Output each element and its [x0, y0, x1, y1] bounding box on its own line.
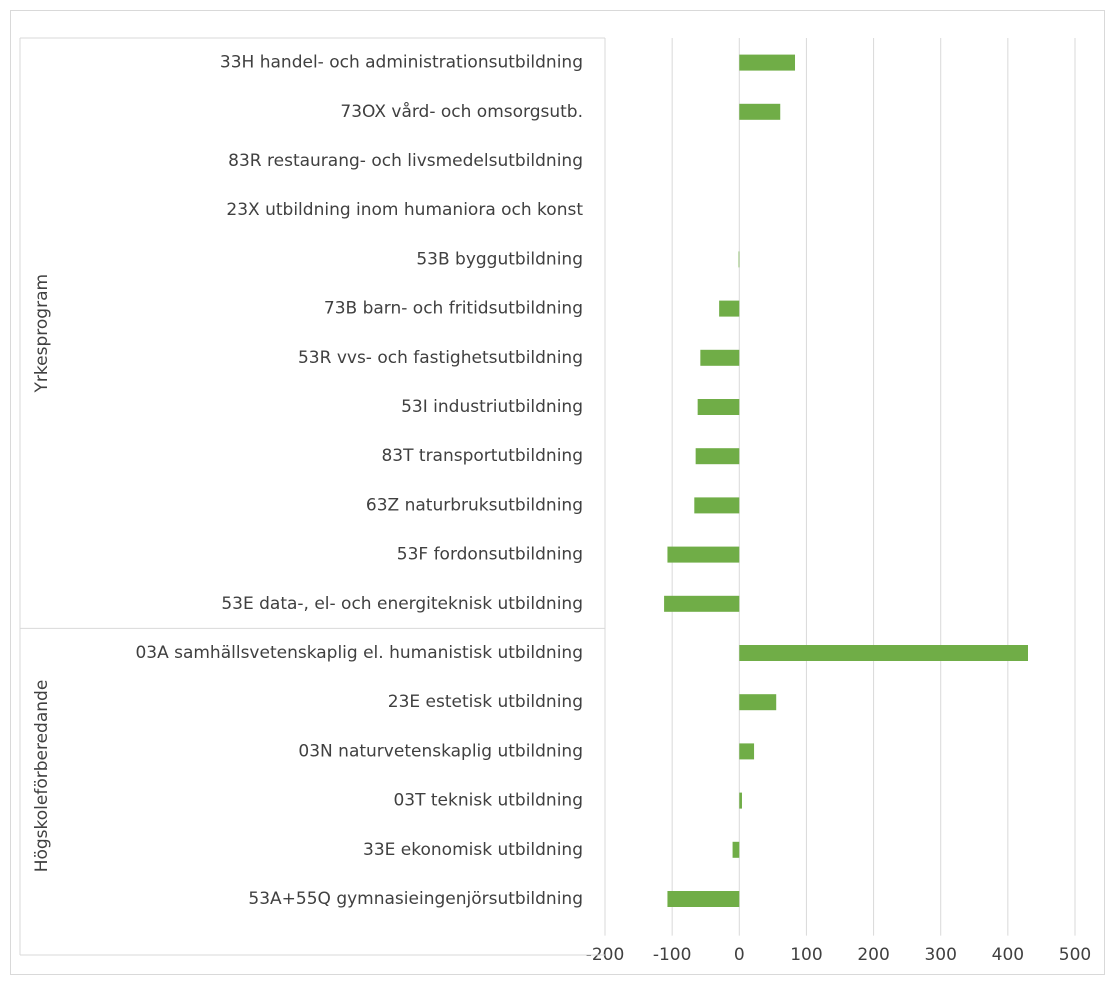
y-tick-label: 53B byggutbildning: [416, 249, 583, 269]
y-tick-label: 53R vvs- och fastighetsutbildning: [298, 348, 583, 368]
y-tick-label: 03A samhällsvetenskaplig el. humanistisk…: [135, 643, 583, 663]
x-tick-label: 100: [790, 945, 822, 965]
x-tick-label: 500: [1059, 945, 1091, 965]
bar: [694, 497, 740, 514]
bar: [739, 645, 1028, 661]
bar: [667, 891, 740, 907]
bar: [732, 841, 740, 858]
y-tick-label: 33E ekonomisk utbildning: [363, 840, 583, 860]
bar: [739, 694, 777, 711]
y-tick-label: 73OX vård- och omsorgsutb.: [340, 101, 583, 122]
x-tick-label: 400: [992, 945, 1024, 965]
bar: [664, 595, 740, 612]
x-tick-label: 300: [924, 945, 956, 965]
y-tick-label: 83T transportutbildning: [381, 446, 583, 466]
group-label: Högskoleförberedande: [32, 680, 52, 873]
bar: [719, 300, 740, 317]
x-tick-label: -100: [653, 945, 692, 965]
x-tick-label: 200: [857, 945, 889, 965]
bar: [739, 103, 781, 120]
bar: [695, 448, 740, 465]
y-tick-label: 73B barn- och fritidsutbildning: [324, 299, 583, 319]
bar: [738, 251, 740, 268]
y-tick-label: 83R restaurang- och livsmedelsutbildning: [228, 151, 583, 171]
y-tick-label: 33H handel- och administrationsutbildnin…: [220, 53, 583, 73]
chart-frame: [10, 10, 1105, 975]
bar: [739, 743, 755, 760]
y-tick-label: 63Z naturbruksutbildning: [366, 495, 583, 515]
y-tick-label: 53F fordonsutbildning: [397, 545, 583, 565]
y-tick-label: 23E estetisk utbildning: [388, 692, 583, 712]
y-tick-label: 23X utbildning inom humaniora och konst: [226, 200, 583, 220]
bar: [697, 399, 740, 415]
y-tick-label: 53I industriutbildning: [401, 397, 583, 417]
group-label: Yrkesprogram: [32, 274, 52, 394]
bar: [739, 792, 742, 809]
bar: [667, 546, 740, 563]
y-tick-label: 53E data-, el- och energiteknisk utbildn…: [221, 594, 583, 614]
x-tick-label: 0: [734, 945, 745, 965]
bar: [700, 349, 740, 366]
bar: [739, 54, 796, 71]
y-tick-label: 03N naturvetenskaplig utbildning: [298, 741, 583, 761]
y-tick-label: 03T teknisk utbildning: [393, 791, 583, 811]
y-tick-label: 53A+55Q gymnasieingenjörsutbildning: [248, 889, 583, 909]
